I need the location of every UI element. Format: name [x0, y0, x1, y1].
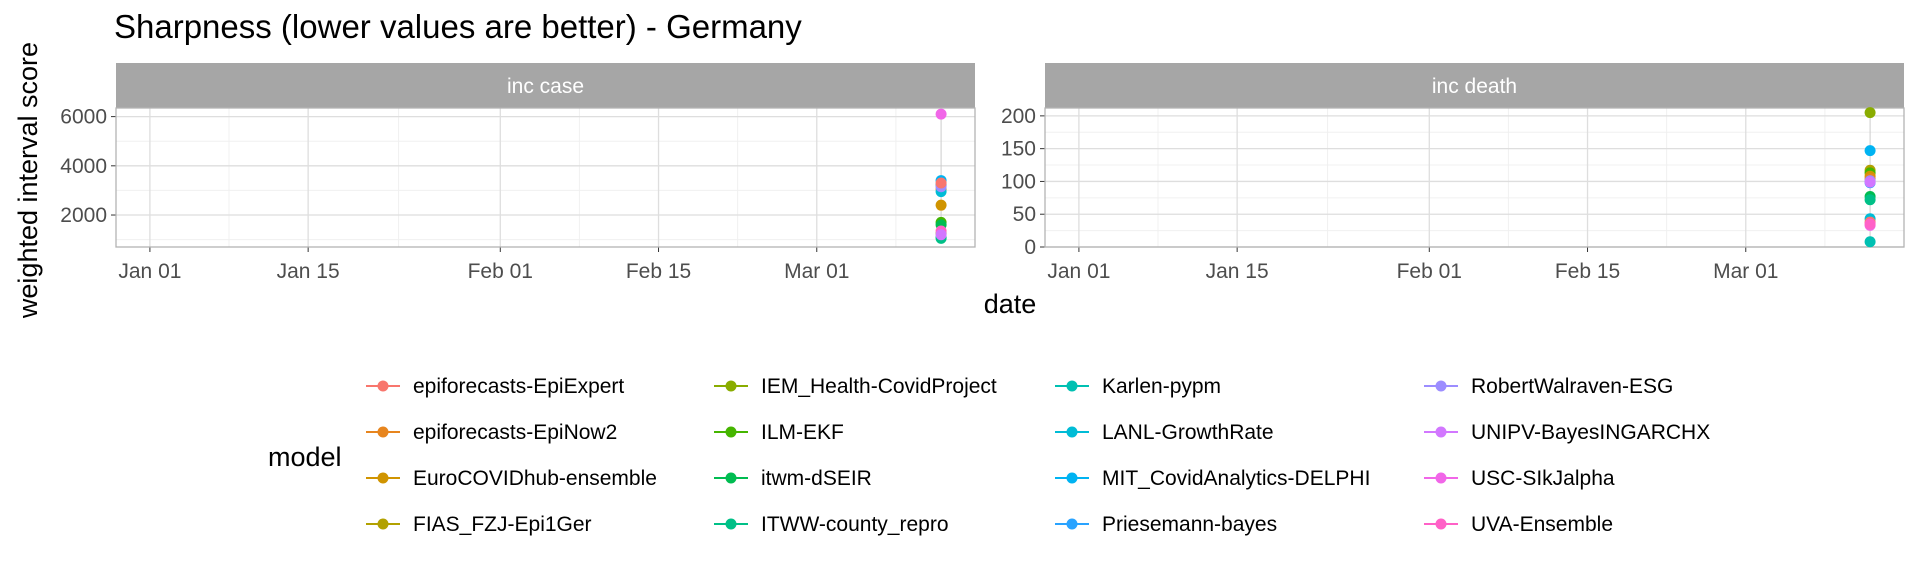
- legend-label: ILM-EKF: [761, 421, 844, 444]
- legend-item: IEM_Health-CovidProject: [714, 375, 997, 398]
- legend-label: LANL-GrowthRate: [1102, 421, 1274, 444]
- legend-label: Priesemann-bayes: [1102, 513, 1277, 536]
- x-tick-label: Jan 15: [1206, 260, 1269, 283]
- legend-label: MIT_CovidAnalytics-DELPHI: [1102, 467, 1370, 490]
- x-tick-label: Jan 01: [118, 260, 181, 283]
- legend-title: model: [268, 442, 342, 472]
- legend-item: EuroCOVIDhub-ensemble: [366, 467, 657, 490]
- y-tick-label: 200: [1001, 105, 1036, 128]
- legend-label: FIAS_FZJ-Epi1Ger: [413, 513, 592, 536]
- legend: model epiforecasts-EpiExpert epiforecasts…: [268, 375, 1710, 536]
- legend-label: IEM_Health-CovidProject: [761, 375, 997, 398]
- data-point: [1864, 194, 1876, 206]
- legend-item: UNIPV-BayesINGARCHX: [1424, 421, 1710, 444]
- legend-item: epiforecasts-EpiExpert: [366, 375, 624, 398]
- legend-label: epiforecasts-EpiNow2: [413, 421, 617, 444]
- x-axis-title: date: [984, 289, 1037, 319]
- legend-label: Karlen-pypm: [1102, 375, 1221, 398]
- legend-label: epiforecasts-EpiExpert: [413, 375, 624, 398]
- legend-key-point: [1435, 380, 1447, 392]
- legend-item: ITWW-county_repro: [714, 513, 949, 536]
- data-point: [935, 177, 947, 189]
- legend-key-point: [725, 426, 737, 438]
- data-point: [935, 108, 947, 120]
- panel-inc-death: inc death 0 50 100 150 200 Jan 01 Jan 15 Feb 01 F…: [1001, 63, 1905, 283]
- y-tick-label: 50: [1013, 203, 1036, 226]
- data-point: [1864, 107, 1876, 119]
- legend-key-point: [377, 518, 389, 530]
- legend-key-point: [377, 380, 389, 392]
- legend-label: USC-SIkJalpha: [1471, 467, 1615, 490]
- legend-item: USC-SIkJalpha: [1424, 467, 1615, 490]
- plot-area: [1045, 108, 1904, 247]
- facet-strip-label: inc death: [1432, 75, 1517, 98]
- data-point: [1864, 176, 1876, 188]
- legend-label: itwm-dSEIR: [761, 467, 872, 490]
- legend-item: RobertWalraven-ESG: [1424, 375, 1673, 398]
- legend-item: UVA-Ensemble: [1424, 513, 1613, 536]
- legend-item: ILM-EKF: [714, 421, 844, 444]
- legend-item: FIAS_FZJ-Epi1Ger: [366, 513, 592, 536]
- legend-key-point: [1435, 426, 1447, 438]
- data-point: [935, 199, 947, 211]
- data-point: [1864, 218, 1876, 230]
- legend-item: itwm-dSEIR: [714, 467, 872, 490]
- legend-key-point: [377, 426, 389, 438]
- panel-inc-case: inc case 2000 4000 6000 Jan 01 Jan 15 Feb 01 Fe…: [60, 63, 976, 283]
- facet-strip: [116, 63, 975, 108]
- panel-border: [115, 107, 976, 248]
- legend-key-point: [725, 380, 737, 392]
- legend-key-point: [1066, 518, 1078, 530]
- legend-label: RobertWalraven-ESG: [1471, 375, 1673, 398]
- x-tick-label: Mar 01: [784, 260, 849, 283]
- chart-title: Sharpness (lower values are better) - Ge…: [114, 8, 802, 45]
- x-tick-label: Feb 01: [1397, 260, 1462, 283]
- x-tick-label: Mar 01: [1713, 260, 1778, 283]
- legend-label: UVA-Ensemble: [1471, 513, 1613, 536]
- legend-item: Priesemann-bayes: [1055, 513, 1277, 536]
- x-tick-label: Feb 15: [1555, 260, 1620, 283]
- panel-border: [1044, 107, 1905, 248]
- x-tick-label: Jan 01: [1047, 260, 1110, 283]
- y-axis-title: weighted interval score: [13, 42, 43, 319]
- data-point: [1864, 145, 1876, 157]
- legend-key-point: [725, 518, 737, 530]
- plot-area: [116, 108, 975, 247]
- legend-key-point: [1435, 518, 1447, 530]
- legend-label: ITWW-county_repro: [761, 513, 949, 536]
- legend-key-point: [1435, 472, 1447, 484]
- legend-item: MIT_CovidAnalytics-DELPHI: [1055, 467, 1370, 490]
- x-tick-label: Feb 15: [626, 260, 691, 283]
- facet-strip: [1045, 63, 1904, 108]
- x-tick-label: Feb 01: [468, 260, 533, 283]
- y-tick-label: 6000: [60, 106, 107, 129]
- legend-label: UNIPV-BayesINGARCHX: [1471, 421, 1710, 444]
- x-tick-label: Jan 15: [277, 260, 340, 283]
- data-point: [1864, 236, 1876, 248]
- legend-key-point: [725, 472, 737, 484]
- y-tick-label: 100: [1001, 170, 1036, 193]
- legend-key-point: [1066, 380, 1078, 392]
- data-point: [935, 229, 947, 241]
- y-tick-label: 0: [1024, 236, 1036, 259]
- y-tick-label: 4000: [60, 155, 107, 178]
- legend-key-point: [1066, 426, 1078, 438]
- legend-key-point: [1066, 472, 1078, 484]
- facet-strip-label: inc case: [507, 75, 584, 98]
- legend-item: epiforecasts-EpiNow2: [366, 421, 617, 444]
- legend-item: Karlen-pypm: [1055, 375, 1221, 398]
- legend-item: LANL-GrowthRate: [1055, 421, 1274, 444]
- y-tick-label: 2000: [60, 204, 107, 227]
- legend-key-point: [377, 472, 389, 484]
- legend-label: EuroCOVIDhub-ensemble: [413, 467, 657, 490]
- y-tick-label: 150: [1001, 138, 1036, 161]
